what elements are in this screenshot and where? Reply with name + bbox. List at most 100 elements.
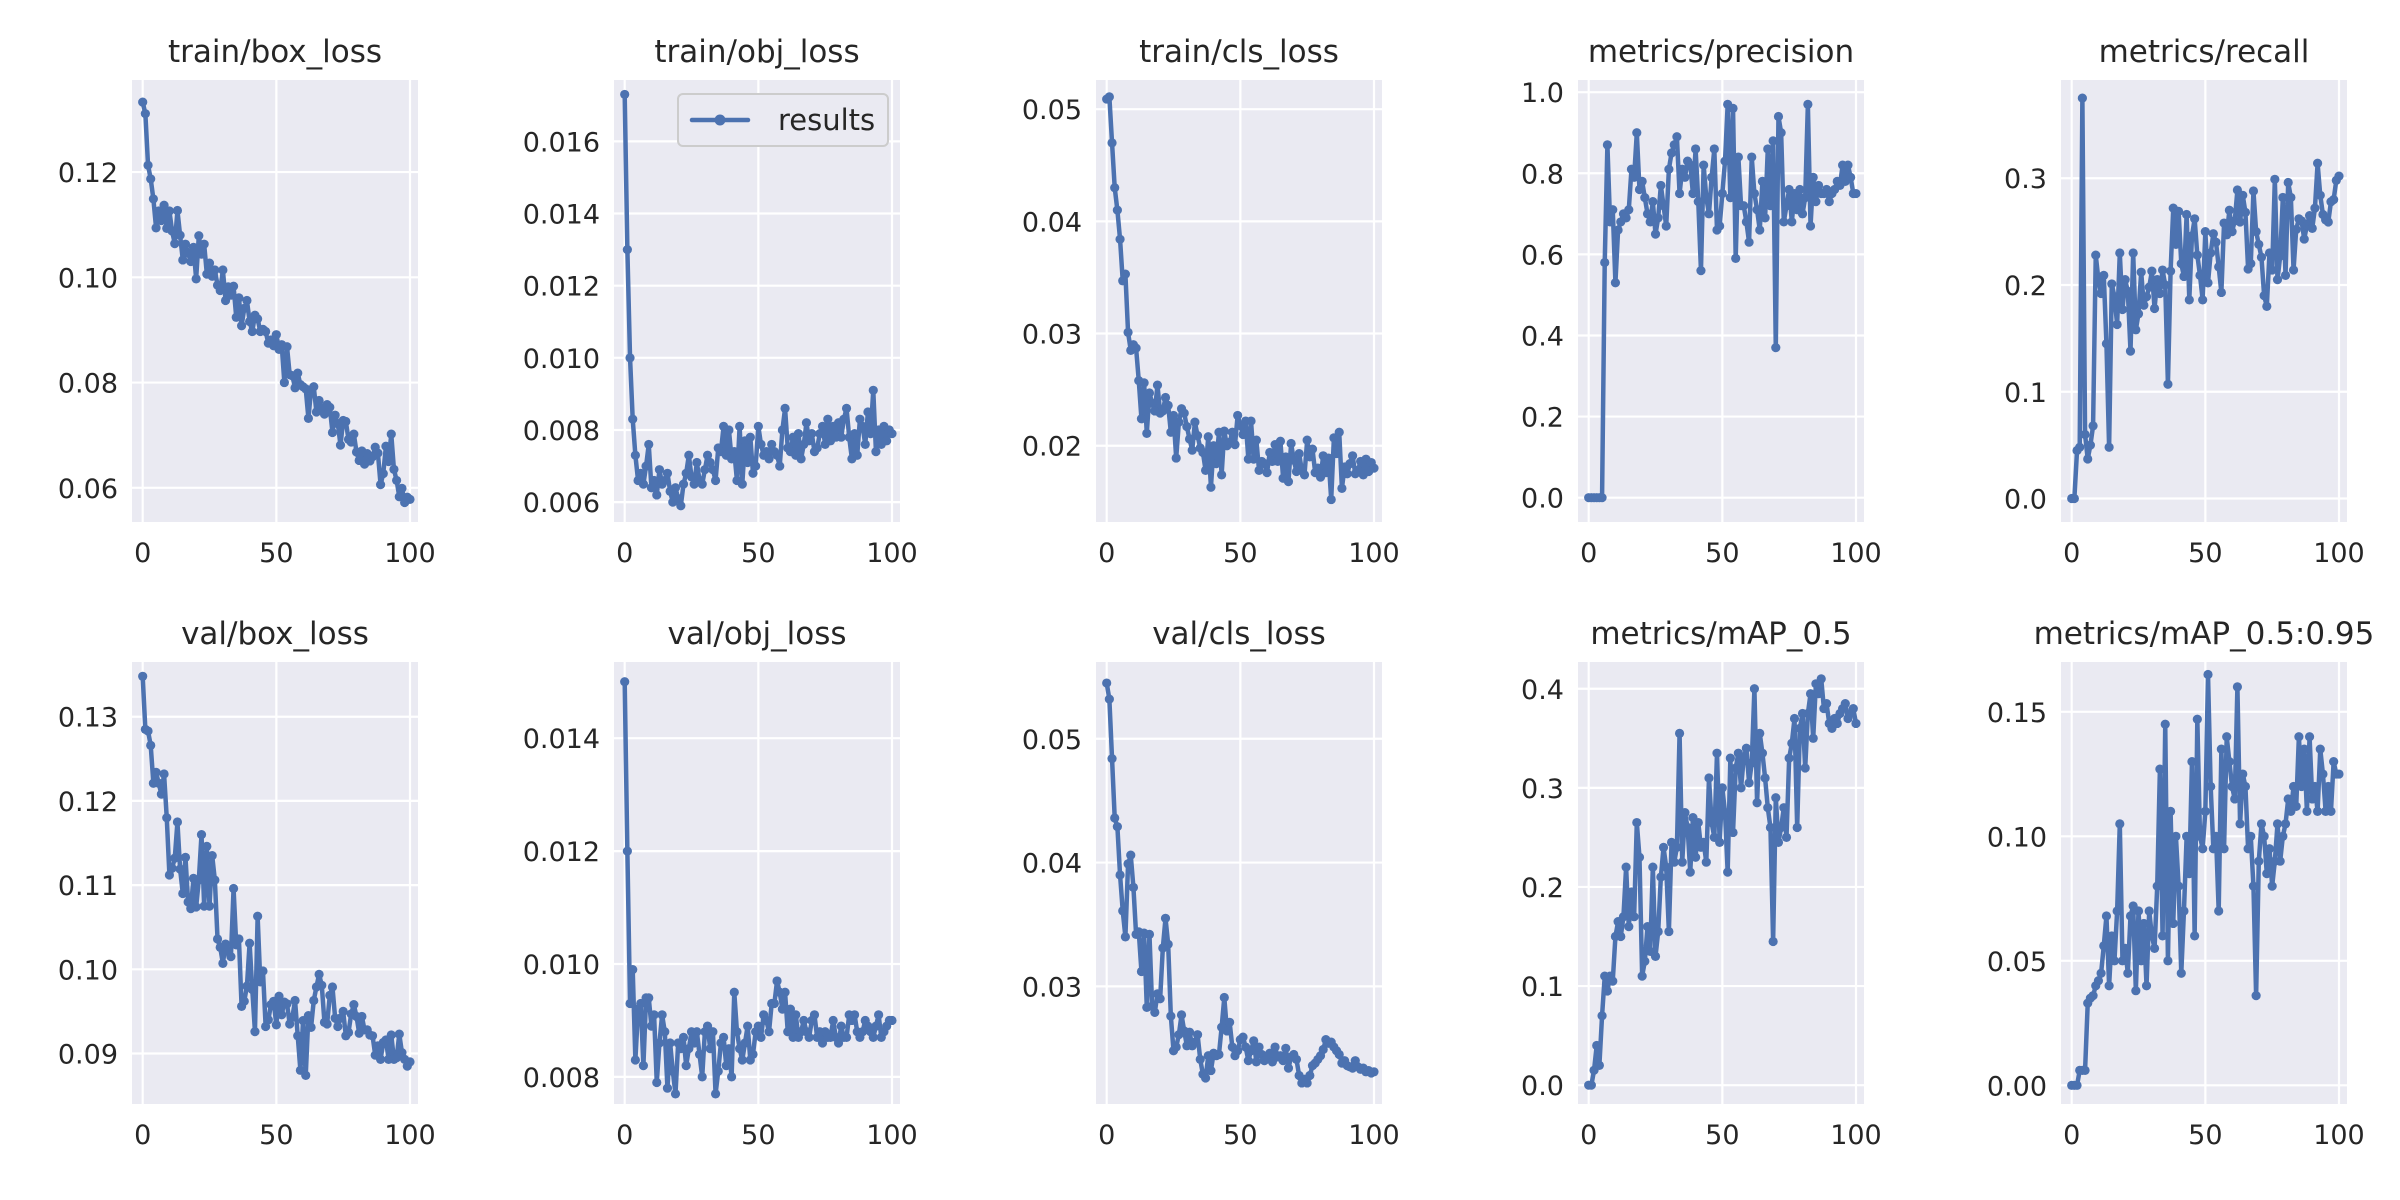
legend: results <box>677 93 889 147</box>
data-point <box>2187 757 2197 767</box>
data-point <box>2248 881 2259 891</box>
data-point <box>2131 986 2141 996</box>
data-point <box>1717 188 1727 199</box>
data-point <box>2334 769 2344 779</box>
data-point <box>2203 669 2213 680</box>
data-point <box>231 312 241 322</box>
data-point <box>151 223 161 233</box>
data-point <box>2152 275 2162 285</box>
data-point <box>1813 689 1824 699</box>
data-point <box>729 447 739 457</box>
data-point <box>2235 819 2245 829</box>
data-point <box>2256 819 2267 829</box>
data-point <box>2310 203 2320 213</box>
plot-area <box>1096 662 1382 1104</box>
data-point <box>1337 483 1347 493</box>
x-tick-label: 0 <box>1098 538 1115 569</box>
data-point <box>194 875 204 885</box>
data-point <box>167 226 177 236</box>
plot-area <box>1578 662 1864 1104</box>
data-point <box>325 990 335 1000</box>
data-point <box>228 883 239 894</box>
data-point <box>2313 158 2323 168</box>
data-point <box>1752 798 1762 808</box>
data-point <box>625 998 635 1009</box>
data-point <box>721 1061 731 1071</box>
data-point <box>1251 1057 1261 1067</box>
data-point <box>2120 275 2130 285</box>
data-point <box>2315 190 2325 200</box>
chart-panel-3: 0 50 100 0.02 0.03 0.04 0.05 train/cls_loss <box>1022 34 1400 569</box>
data-point <box>2077 93 2087 103</box>
data-point <box>349 429 359 439</box>
data-point <box>202 841 212 851</box>
data-point <box>1144 929 1155 939</box>
data-point <box>212 934 223 944</box>
data-point <box>167 863 177 873</box>
data-point <box>777 425 787 435</box>
data-point <box>841 403 852 413</box>
data-point <box>1246 1046 1256 1056</box>
data-point <box>694 1049 705 1059</box>
x-tick-label: 50 <box>2188 538 2222 569</box>
data-point <box>1680 808 1690 818</box>
y-tick-label: 0.12 <box>58 787 118 818</box>
data-point <box>1755 728 1765 738</box>
data-point <box>2184 869 2194 879</box>
data-point <box>2125 346 2136 356</box>
data-point <box>1680 172 1690 182</box>
chart-panel-8: 0 50 100 0.03 0.04 0.05 val/cls_loss <box>1022 616 1400 1151</box>
data-point <box>2155 764 2165 774</box>
y-tick-label: 0.010 <box>523 950 600 981</box>
data-point <box>381 441 391 451</box>
data-point <box>1795 184 1805 195</box>
data-point <box>2307 794 2317 804</box>
data-point <box>1120 269 1130 279</box>
data-point <box>644 993 654 1003</box>
data-point <box>1757 748 1768 758</box>
data-point <box>1275 436 1286 446</box>
data-point <box>1843 160 1853 170</box>
data-point <box>180 239 191 249</box>
data-point <box>1811 197 1821 207</box>
data-point <box>2165 266 2176 276</box>
data-point <box>1160 392 1171 403</box>
data-point <box>1233 1046 1243 1056</box>
data-point <box>2299 744 2309 754</box>
data-point <box>333 1021 343 1032</box>
data-point <box>882 436 892 446</box>
data-point <box>1808 172 1818 182</box>
data-point <box>367 1031 378 1041</box>
data-point <box>2283 177 2293 188</box>
data-point <box>1731 763 1741 773</box>
data-point <box>2179 271 2189 282</box>
x-tick-label: 100 <box>866 1120 918 1151</box>
data-point <box>1755 225 1765 235</box>
data-point <box>2267 881 2277 891</box>
data-point <box>405 494 415 504</box>
data-point <box>636 468 646 478</box>
data-point <box>172 205 183 216</box>
data-point <box>2334 171 2344 181</box>
panel-title: train/box_loss <box>168 34 382 70</box>
data-point <box>2299 234 2309 244</box>
data-point <box>1776 822 1786 833</box>
x-tick-label: 50 <box>259 1120 293 1151</box>
data-point <box>1259 459 1269 469</box>
data-point <box>2275 856 2285 866</box>
data-point <box>2288 265 2299 275</box>
data-point <box>1302 1078 1312 1088</box>
x-tick-label: 100 <box>384 1120 436 1151</box>
data-point <box>713 1066 723 1076</box>
data-point <box>1688 188 1698 199</box>
data-point <box>143 726 153 736</box>
data-point <box>622 244 632 255</box>
data-point <box>1725 193 1735 203</box>
data-point <box>1107 753 1117 764</box>
data-point <box>1184 1027 1195 1037</box>
chart-panel-2: 0 50 100 0.006 0.008 0.010 0.012 0.014 0.016 trai… <box>523 34 918 569</box>
data-point <box>1230 439 1240 450</box>
y-tick-label: 0.06 <box>58 474 118 505</box>
data-point <box>220 939 231 949</box>
data-point <box>1677 164 1687 174</box>
